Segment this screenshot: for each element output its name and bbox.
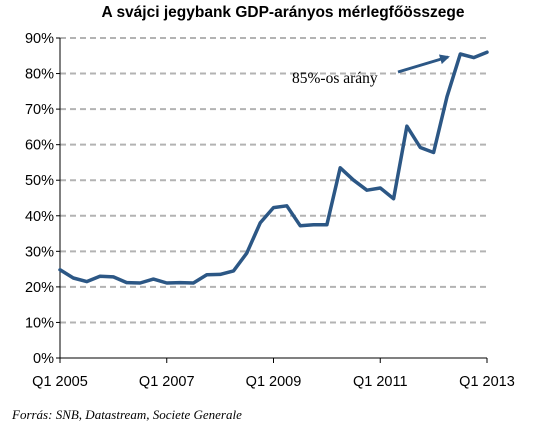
y-tick-label: 50% xyxy=(25,173,54,189)
y-tick-label: 60% xyxy=(25,138,54,154)
gridlines xyxy=(60,37,487,324)
x-tick-label: Q1 2007 xyxy=(139,374,195,390)
x-tick-label: Q1 2005 xyxy=(32,374,88,390)
y-tick-label: 90% xyxy=(25,31,54,47)
y-tick-label: 10% xyxy=(25,315,54,331)
annotation-label: 85%-os arány xyxy=(292,70,378,87)
y-tick-label: 30% xyxy=(25,244,54,260)
y-tick-label: 0% xyxy=(33,351,54,367)
x-axis-ticks: Q1 2005 Q1 2007 Q1 2009 Q1 2011 Q1 2013 xyxy=(32,358,515,390)
x-tick-label: Q1 2009 xyxy=(246,374,302,390)
y-tick-label: 70% xyxy=(25,102,54,118)
x-tick-label: Q1 2013 xyxy=(459,374,515,390)
y-axis-ticks: 0% 10% 20% 30% 40% 50% 60% 70% 80% 90% xyxy=(25,31,60,367)
annotation-arrow xyxy=(397,54,450,74)
source-note: Forrás: SNB, Datastream, Societe General… xyxy=(11,407,242,422)
y-tick-label: 40% xyxy=(25,209,54,225)
chart-title: A svájci jegybank GDP-arányos mérlegfőös… xyxy=(102,4,465,21)
y-tick-label: 20% xyxy=(25,280,54,296)
x-tick-label: Q1 2011 xyxy=(353,374,408,390)
y-tick-label: 80% xyxy=(25,67,54,83)
series-line xyxy=(58,50,489,285)
